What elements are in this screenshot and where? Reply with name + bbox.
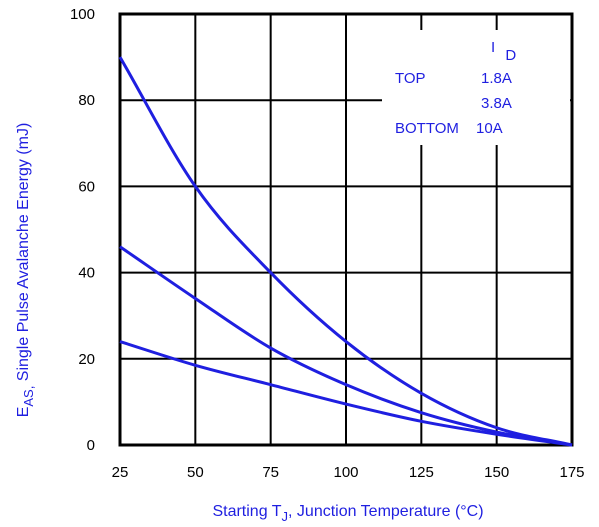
- legend-tag-0: TOP: [395, 70, 426, 87]
- series-line-1: [119, 245, 573, 447]
- x-tick-label-0: 25: [112, 464, 129, 481]
- legend-tag-2: BOTTOM: [395, 120, 459, 137]
- legend-value-0: 1.8A: [481, 70, 512, 87]
- legend-background: [382, 30, 570, 145]
- legend-header-sub: D: [505, 47, 516, 64]
- x-tick-label-4: 125: [409, 464, 434, 481]
- legend-value-2: 10A: [476, 120, 503, 137]
- legend-header-main: I: [491, 39, 495, 56]
- x-axis-label-sub: J: [282, 509, 289, 524]
- y-tick-label-5: 100: [70, 6, 95, 23]
- y-tick-labels: 0 20 40 60 80 100: [70, 6, 95, 454]
- y-tick-label-3: 60: [78, 178, 95, 195]
- y-tick-label-1: 20: [78, 351, 95, 368]
- x-tick-label-1: 50: [187, 464, 204, 481]
- x-tick-label-3: 100: [333, 464, 358, 481]
- y-axis-label: EAS, Single Pulse Avalanche Energy (mJ): [15, 123, 36, 418]
- legend-header: I D: [491, 39, 516, 64]
- y-tick-label-0: 0: [87, 437, 95, 454]
- series-group: [118, 56, 573, 447]
- x-axis-label-pre: Starting T: [212, 503, 281, 520]
- x-axis-label: Starting TJ, Junction Temperature (°C): [212, 503, 483, 524]
- y-axis-label-main: E: [15, 407, 32, 418]
- series-line-2: [119, 340, 573, 447]
- x-tick-label-6: 175: [559, 464, 584, 481]
- legend: I D TOP 1.8A 3.8A BOTTOM 10A: [395, 39, 516, 137]
- y-axis-label-rest: Single Pulse Avalanche Energy (mJ): [15, 123, 32, 386]
- x-axis-label-post: , Junction Temperature (°C): [288, 503, 484, 520]
- y-axis-label-sub: AS,: [21, 386, 36, 407]
- x-tick-label-2: 75: [262, 464, 279, 481]
- series-line-0: [118, 56, 573, 447]
- plot-frame: [118, 12, 574, 447]
- y-tick-label-4: 80: [78, 92, 95, 109]
- legend-value-1: 3.8A: [481, 95, 512, 112]
- y-tick-label-2: 40: [78, 265, 95, 282]
- x-tick-labels: 25 50 75 100 125 150 175: [112, 464, 585, 481]
- x-tick-label-5: 150: [484, 464, 509, 481]
